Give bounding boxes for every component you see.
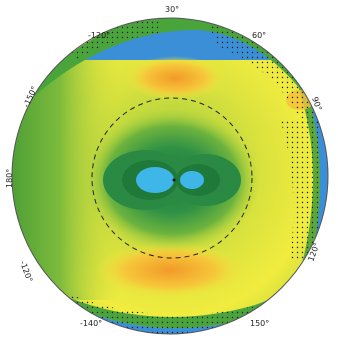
orange-high-top [125, 56, 225, 100]
dashed-latitude-ring [91, 97, 253, 259]
label-left: 180° [5, 169, 14, 188]
cyan-core-left [136, 167, 174, 193]
label-top-right: 60° [252, 31, 266, 40]
label-top-left: -120° [88, 31, 110, 40]
stipple-top-left [70, 18, 160, 60]
stipple-right [280, 120, 320, 260]
label-bottom: 150° [250, 319, 269, 328]
stipple-top-right [210, 25, 320, 130]
orange-high-bottom [95, 242, 245, 298]
map-outline [11, 17, 329, 335]
pole-marker [172, 178, 176, 182]
label-left-bottom: -120° [18, 260, 34, 284]
label-bottom-left: -140° [80, 319, 102, 328]
label-top: 30° [165, 5, 179, 14]
cyan-core-right [180, 171, 204, 189]
